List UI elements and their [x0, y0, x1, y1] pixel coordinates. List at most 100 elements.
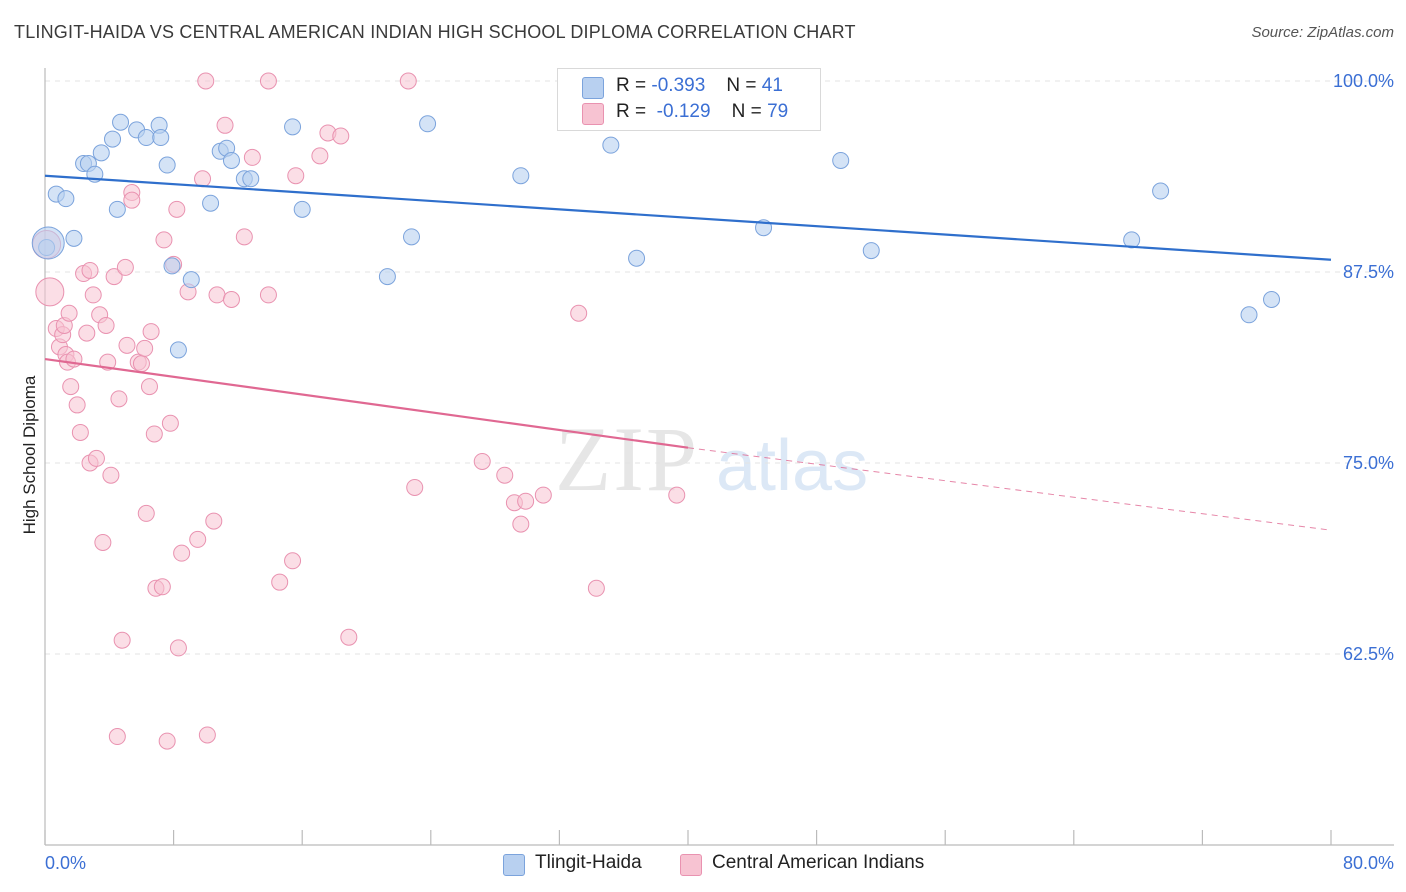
pink-point	[87, 449, 105, 467]
blue-point	[293, 200, 311, 218]
pink-point	[406, 478, 424, 496]
legend-label-pink: Central American Indians	[712, 852, 925, 873]
blue-point	[403, 228, 421, 246]
stats-pink-r: -0.129	[656, 101, 711, 122]
blue-point	[1123, 231, 1141, 249]
pink-point	[78, 324, 96, 342]
tick-labels: 100.0% 87.5% 75.0% 62.5% 0.0% 80.0%	[45, 71, 1394, 873]
pink-point	[243, 148, 261, 166]
pink-point	[235, 228, 253, 246]
stats-blue-r: -0.393	[651, 75, 706, 96]
blue-point	[108, 200, 126, 218]
blue-point	[862, 242, 880, 260]
y-axis-label: High School Diploma	[20, 375, 39, 535]
pink-point	[173, 544, 191, 562]
y-tick-label-0: 100.0%	[1333, 71, 1394, 91]
pink-point	[158, 732, 176, 750]
pink-point	[105, 268, 123, 286]
pink-point	[340, 628, 358, 646]
blue-point	[57, 190, 75, 208]
blue-point	[137, 129, 155, 147]
pink-point	[132, 355, 150, 373]
pink-point	[496, 466, 514, 484]
pink-point	[110, 390, 128, 408]
chart-title: TLINGIT-HAIDA VS CENTRAL AMERICAN INDIAN…	[14, 22, 856, 42]
grid	[45, 80, 1394, 655]
pink-point	[97, 316, 115, 334]
legend-label-blue: Tlingit-Haida	[535, 852, 642, 873]
blue-point	[182, 271, 200, 289]
pink-point	[517, 492, 535, 510]
legend-swatch-blue	[503, 854, 525, 876]
pink-point	[668, 486, 686, 504]
pink-point	[570, 304, 588, 322]
pink-point	[311, 147, 329, 165]
y-tick-label-1: 87.5%	[1343, 262, 1394, 282]
blue-point	[31, 226, 65, 260]
pink-point	[332, 127, 350, 145]
pink-trendline-1	[44, 358, 689, 449]
blue-points	[31, 113, 1281, 359]
pink-point	[60, 304, 78, 322]
blue-point	[242, 170, 260, 188]
stats-swatch-pink	[582, 103, 604, 125]
pink-point	[198, 726, 216, 744]
stats-blue-n-label: N =	[726, 75, 757, 96]
pink-point	[102, 466, 120, 484]
pink-point	[136, 339, 154, 357]
pink-point	[168, 200, 186, 218]
blue-point	[832, 151, 850, 169]
blue-point	[104, 130, 122, 148]
pink-point	[222, 291, 240, 309]
blue-point	[1240, 306, 1258, 324]
blue-point	[92, 144, 110, 162]
legend-swatch-pink	[680, 854, 702, 876]
pink-point	[142, 323, 160, 341]
y-tick-label-2: 75.0%	[1343, 453, 1394, 473]
pink-point	[108, 728, 126, 746]
pink-point	[81, 261, 99, 279]
pink-point	[259, 72, 277, 90]
stats-swatch-blue	[582, 77, 604, 99]
pink-point	[197, 72, 215, 90]
blue-point	[602, 136, 620, 154]
stats-box: R = -0.393 N = 41 R = -0.129 N = 79	[557, 68, 821, 131]
pink-points	[32, 72, 686, 750]
blue-point	[158, 156, 176, 174]
blue-point	[202, 194, 220, 212]
pink-point	[169, 639, 187, 657]
pink-point	[145, 425, 163, 443]
pink-point	[161, 414, 179, 432]
pink-point	[534, 486, 552, 504]
blue-point	[65, 229, 83, 247]
pink-trendline-2	[687, 447, 1332, 531]
pink-point	[84, 286, 102, 304]
pink-point	[68, 396, 86, 414]
pink-point	[259, 286, 277, 304]
source-credit: Source: ZipAtlas.com	[1251, 24, 1394, 41]
blue-point	[378, 268, 396, 286]
blue-point	[628, 249, 646, 267]
blue-point	[222, 151, 240, 169]
pink-point	[512, 515, 530, 533]
stats-text-blue: R = -0.393 N = 41	[616, 75, 783, 97]
blue-point	[1263, 291, 1281, 309]
pink-point	[123, 191, 141, 209]
pink-point	[399, 72, 417, 90]
pink-point	[194, 170, 212, 188]
pink-point	[71, 423, 89, 441]
blue-point	[512, 167, 530, 185]
pink-point	[94, 533, 112, 551]
pink-point	[271, 573, 289, 591]
pink-point	[137, 504, 155, 522]
pink-point	[35, 277, 65, 307]
pink-point	[205, 512, 223, 530]
pink-point	[189, 530, 207, 548]
pink-point	[587, 579, 605, 597]
pink-point	[113, 631, 131, 649]
watermark: ZIP atlas	[555, 408, 868, 510]
pink-point	[216, 116, 234, 134]
pink-point	[140, 378, 158, 396]
blue-point	[284, 118, 302, 136]
